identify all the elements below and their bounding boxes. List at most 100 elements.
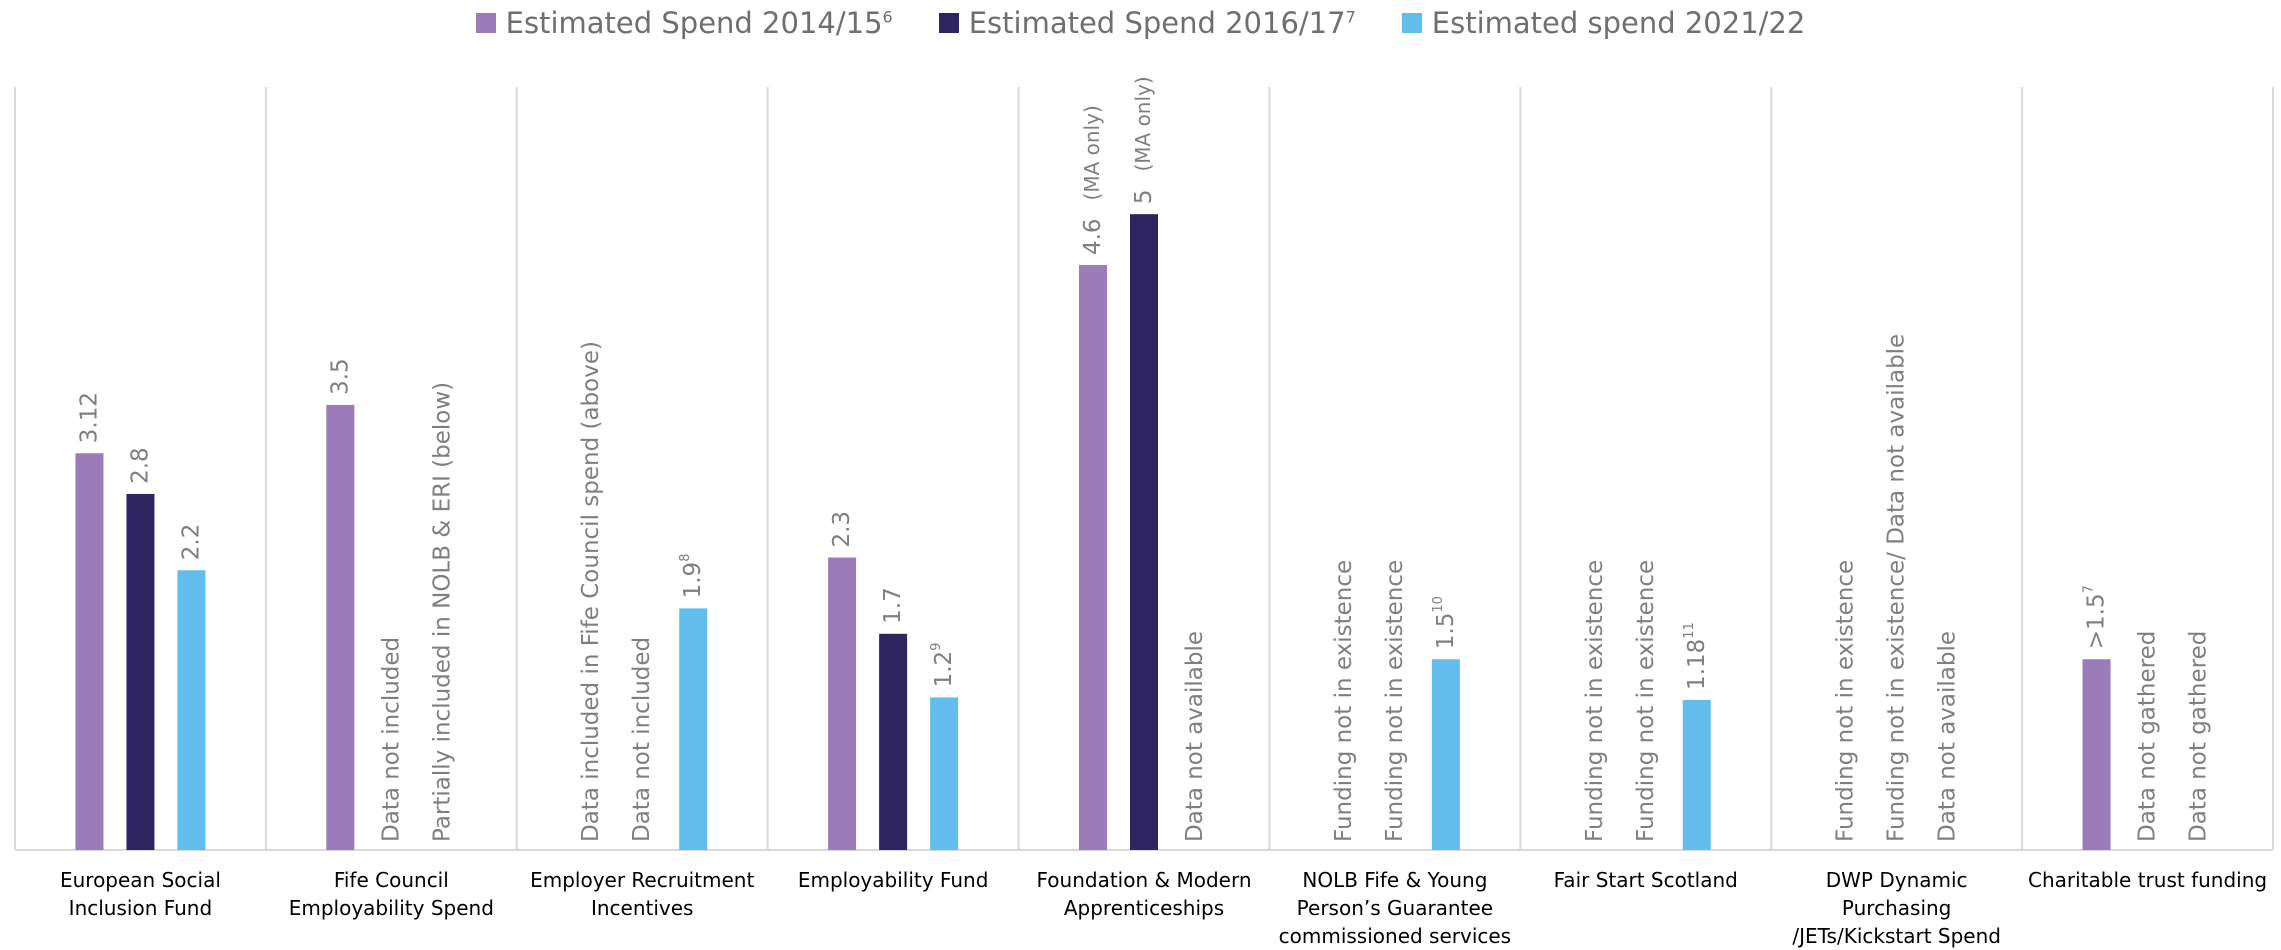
data-label: 2.8 (127, 447, 153, 484)
data-label-note: 10 (1431, 596, 1446, 613)
missing-data-label: Funding not in existence (1632, 560, 1658, 842)
data-label-text: 2.3 (829, 511, 855, 548)
data-label-annotation: (MA only) (1080, 105, 1104, 200)
x-tick-label: NOLB Fife & Young Person’s Guarantee com… (1278, 868, 1512, 948)
data-label: 1.29 (929, 643, 957, 688)
data-label-text: Data not included (629, 637, 655, 842)
x-tick-label: Charitable trust funding (2028, 868, 2268, 892)
bar (1682, 699, 1711, 850)
data-label-text: 5 (1131, 190, 1157, 205)
missing-data-label: Data not included (629, 637, 655, 842)
legend-label: Estimated spend 2021/22 (1432, 6, 1806, 40)
data-label-text: Funding not in existence (1632, 560, 1658, 842)
data-label-annotation: (MA only) (1131, 76, 1155, 171)
data-label-text: Funding not in existence (1381, 560, 1407, 842)
data-label-note: 7 (2082, 585, 2097, 593)
legend-swatch (1401, 13, 1422, 33)
x-tick-label: Fife Council Employability Spend (288, 868, 494, 920)
data-label-text: 4.6 (1080, 218, 1106, 255)
legend-swatch (938, 13, 959, 33)
data-label: 2.3 (829, 511, 855, 548)
x-tick-label: Foundation & Modern Apprenticeships (1036, 868, 1252, 920)
bar (75, 453, 104, 850)
missing-data-label: Funding not in existence (1381, 560, 1407, 842)
data-label: 1.98 (678, 554, 706, 599)
legend-label: Estimated Spend 2016/177 (969, 6, 1356, 40)
x-tick-label: Employability Fund (797, 868, 989, 892)
legend-note: 7 (1345, 7, 1356, 27)
data-label-text: Funding not in existence (1832, 560, 1858, 842)
x-tick-label: DWP Dynamic Purchasing /JETs/Kickstart S… (1792, 868, 2001, 948)
data-label-note: 8 (678, 554, 693, 562)
x-tick-label: Employer Recruitment Incentives (530, 868, 755, 920)
bar (2082, 659, 2111, 850)
data-label-text: Data not gathered (2185, 631, 2211, 842)
legend-item: Estimated Spend 2014/156 (475, 6, 893, 40)
data-label-note: 11 (1682, 622, 1697, 639)
bar (1431, 659, 1460, 850)
missing-data-label: Funding not in existence (1581, 560, 1607, 842)
data-label: 4.6 (MA only) (1080, 105, 1106, 255)
data-label: >1.57 (2082, 585, 2110, 649)
missing-data-label: Data not gathered (2185, 631, 2211, 842)
data-label: 1.510 (1431, 596, 1459, 649)
data-label-text: >1.5 (2083, 593, 2109, 649)
data-label-text: 2.8 (127, 447, 153, 484)
legend-text: Estimated Spend 2014/15 (505, 6, 883, 40)
bar (879, 633, 908, 850)
bar (930, 697, 959, 850)
data-label-text: Data not included (378, 637, 404, 842)
missing-data-label: Funding not in existence (1330, 560, 1356, 842)
data-label-text: Data included in Fife Council spend (abo… (578, 341, 604, 842)
data-label: 1.7 (880, 587, 906, 624)
data-label-text: 1.9 (680, 562, 706, 599)
missing-data-label: Data not included (378, 637, 404, 842)
missing-data-label: Data not gathered (2134, 631, 2160, 842)
data-label: 5 (MA only) (1131, 76, 1157, 204)
data-label-text: Funding not in existence/ Data not avail… (1883, 334, 1909, 842)
data-label-text: Data not available (1934, 631, 1960, 842)
missing-data-label: Data included in Fife Council spend (abo… (578, 341, 604, 842)
bar (126, 493, 155, 850)
legend-swatch (475, 13, 496, 33)
data-label-text: Partially included in NOLB & ERI (below) (429, 382, 455, 842)
missing-data-label: Funding not in existence (1832, 560, 1858, 842)
legend-text: Estimated spend 2021/22 (1431, 6, 1806, 40)
data-label: 1.1811 (1682, 622, 1710, 690)
bar (828, 557, 857, 850)
missing-data-label: Funding not in existence/ Data not avail… (1883, 334, 1909, 842)
bar (1079, 265, 1107, 850)
bar (177, 570, 206, 850)
legend-item: Estimated spend 2021/22 (1401, 6, 1806, 40)
legend-note: 6 (882, 7, 893, 27)
data-label-text: Data not gathered (2134, 631, 2160, 842)
data-label: 2.2 (178, 524, 204, 561)
data-label-text: 3.12 (76, 392, 102, 443)
x-tick-label: Fair Start Scotland (1553, 868, 1738, 892)
legend-label: Estimated Spend 2014/156 (506, 6, 893, 40)
data-label-text: 1.7 (880, 587, 906, 624)
data-label-text: Funding not in existence (1581, 560, 1607, 842)
x-tick-label: European Social Inclusion Fund (59, 868, 221, 920)
legend-item: Estimated Spend 2016/177 (938, 6, 1356, 40)
missing-data-label: Data not available (1182, 631, 1208, 842)
data-label-text: 2.2 (178, 524, 204, 561)
data-label: 3.12 (76, 392, 102, 443)
data-label-text: 1.2 (931, 651, 957, 688)
data-label-text: 1.5 (1432, 613, 1458, 650)
data-label-text: Data not available (1182, 631, 1208, 842)
missing-data-label: Partially included in NOLB & ERI (below) (429, 382, 455, 842)
missing-data-label: Data not available (1934, 631, 1960, 842)
data-label-note: 9 (929, 643, 944, 651)
data-label: 3.5 (327, 358, 353, 395)
legend-text: Estimated Spend 2016/17 (968, 6, 1346, 40)
data-label-text: Funding not in existence (1330, 560, 1356, 842)
bar (679, 608, 708, 850)
legend: Estimated Spend 2014/156 Estimated Spend … (0, 6, 2281, 40)
bar (326, 404, 355, 850)
data-label-text: 3.5 (327, 358, 353, 395)
bar (1130, 214, 1158, 850)
data-label-text: 1.18 (1683, 639, 1709, 690)
